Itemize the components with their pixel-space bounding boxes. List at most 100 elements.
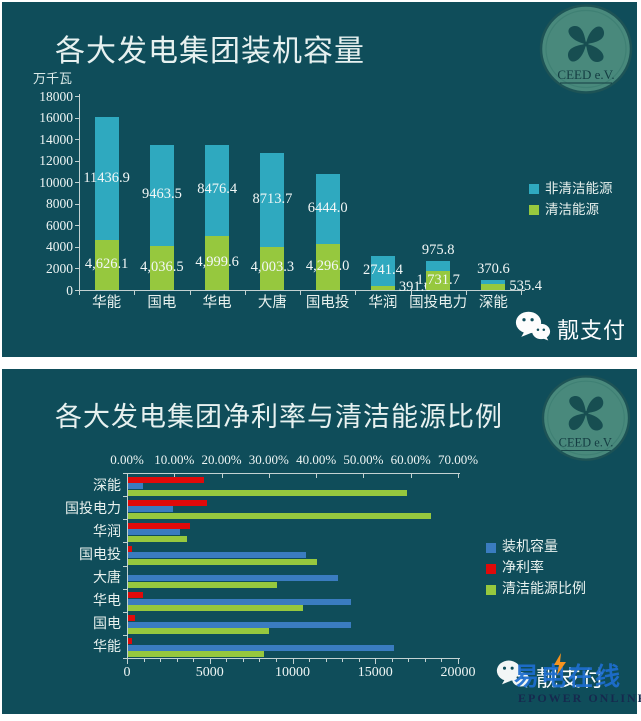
category-label: 国投电力 [409, 295, 468, 311]
bar-segment-clean [370, 285, 395, 290]
value-axis-tick [127, 659, 128, 664]
y-axis-tick [75, 160, 79, 162]
bar-segment-nonclean [481, 280, 506, 285]
legend-item: 净利率 [486, 562, 586, 576]
value-axis-tick [259, 659, 261, 662]
bar-percent [128, 592, 144, 598]
data-label-nonclean: 6444.0 [307, 199, 348, 216]
value-axis-tick [424, 659, 426, 662]
bar-segment-clean [94, 240, 119, 290]
bar-segment-nonclean [260, 152, 285, 247]
y-axis-tick-label: 6000 [46, 217, 73, 233]
watermark-text: 靓支付 [557, 318, 627, 343]
category-label: 国电 [93, 617, 121, 633]
bottom-chart-plot-area: 0.00% 10.00% 20.00% 30.00% 40.00% 50.00% 60.00… [2, 369, 637, 714]
x-axis-tick [300, 291, 301, 295]
y-axis-tick-label: 16000 [39, 110, 73, 126]
bar-segment-nonclean [205, 144, 230, 237]
value-axis-tick [408, 659, 410, 662]
x-axis-tick [244, 291, 246, 295]
top-chart-plot-area: 0 2000 4000 6000 8000 10000 12000 14000 16000 180… [2, 2, 637, 357]
category-axis-tick [123, 496, 127, 498]
bar-value [128, 598, 352, 605]
y-axis-tick [75, 203, 79, 205]
data-label-nonclean: 9463.5 [141, 186, 182, 203]
category-label: 华润 [93, 524, 121, 540]
value-axis-tick-label: 0 [123, 665, 131, 680]
value-axis-tick [242, 659, 244, 662]
bar-segment-clean [260, 246, 285, 290]
bar-percent [128, 581, 277, 588]
value-axis-tick [391, 659, 393, 662]
percent-axis-tick-label: 30.00% [248, 452, 289, 467]
y-axis-tick-label: 4000 [46, 239, 73, 255]
pinwheel-logo-icon: CEED e.V. [541, 375, 631, 461]
percent-axis-line [127, 473, 460, 474]
y-axis-tick [75, 139, 79, 141]
x-axis-tick [465, 291, 467, 295]
bar-percent [128, 615, 136, 622]
percent-axis-tick-label: 50.00% [343, 452, 384, 467]
data-label-nonclean: 8713.7 [252, 190, 293, 207]
percent-axis-tick-label: 60.00% [390, 452, 431, 467]
value-axis-tick [458, 659, 459, 664]
legend-swatch [486, 564, 496, 574]
value-axis-tick [209, 659, 211, 664]
bar-segment-clean [205, 236, 230, 290]
bar-value [128, 644, 394, 651]
wechat-icon [496, 660, 530, 688]
category-axis-tick [123, 565, 127, 567]
category-label: 大唐 [93, 570, 121, 586]
y-axis-tick [75, 96, 79, 97]
top-chart-panel: 各大发电集团装机容量 CEED e.V. 万千瓦 0 2000 4000 6000 80… [2, 2, 637, 357]
percent-axis-tick [458, 474, 459, 478]
category-axis-tick [123, 473, 127, 474]
y-axis-tick [75, 182, 79, 184]
legend-label: 净利率 [502, 561, 544, 576]
y-axis-tick [75, 246, 79, 248]
top-chart-title: 各大发电集团装机容量 [55, 35, 365, 68]
bar-percent [128, 522, 191, 529]
bottom-chart-legend: 装机容量净利率清洁能源比例 [486, 541, 586, 604]
percent-axis-tick [268, 474, 270, 478]
bar-percent [128, 605, 304, 611]
bar-value [128, 529, 180, 536]
percent-axis-tick-label: 70.00% [437, 452, 479, 467]
percent-axis-tick-label: 0.00% [110, 452, 144, 467]
value-axis-tick [325, 659, 327, 662]
category-axis-line [127, 473, 128, 658]
data-label-clean: 4,999.6 [195, 254, 239, 271]
percent-axis-tick [410, 474, 412, 478]
y-axis-tick [75, 268, 79, 270]
data-label-clean: 1,731.7 [416, 271, 460, 288]
pinwheel-logo-icon: CEED e.V. [539, 4, 633, 94]
bar-segment-nonclean [370, 256, 395, 286]
legend-item: 装机容量 [486, 541, 586, 555]
category-label: 大唐 [257, 295, 287, 311]
value-axis-tick [375, 659, 377, 664]
value-axis-tick [193, 659, 195, 662]
y-axis-tick-label: 18000 [39, 88, 73, 104]
value-axis-tick [160, 659, 162, 662]
y-axis-tick-label: 2000 [46, 260, 73, 276]
bar-percent [128, 535, 188, 542]
category-label: 国电投 [305, 295, 350, 311]
category-label: 国电 [147, 295, 177, 311]
value-axis-tick-label: 15000 [357, 665, 393, 680]
bar-segment-clean [426, 271, 451, 290]
category-label: 华电 [202, 295, 232, 311]
bar-percent [128, 512, 431, 519]
x-axis-tick [521, 291, 522, 295]
y-axis-tick-label: 8000 [46, 196, 73, 212]
data-label-clean: 4,296.0 [305, 257, 350, 274]
value-axis-line [127, 658, 460, 659]
data-label-clean: 4,036.5 [140, 259, 184, 276]
legend-item: 清洁能源比例 [486, 583, 586, 597]
watermark-overlay-text: 易电在线 [514, 664, 623, 691]
bottom-chart-panel: 各大发电集团净利率与清洁能源比例 CEED e.V. 0.00% 10.00% 20… [2, 369, 641, 714]
percent-axis-tick-label: 40.00% [296, 452, 337, 467]
bar-percent [128, 651, 265, 658]
value-axis-tick [176, 659, 178, 662]
category-label: 华能 [92, 295, 122, 311]
y-axis-unit-label: 万千瓦 [33, 71, 73, 86]
